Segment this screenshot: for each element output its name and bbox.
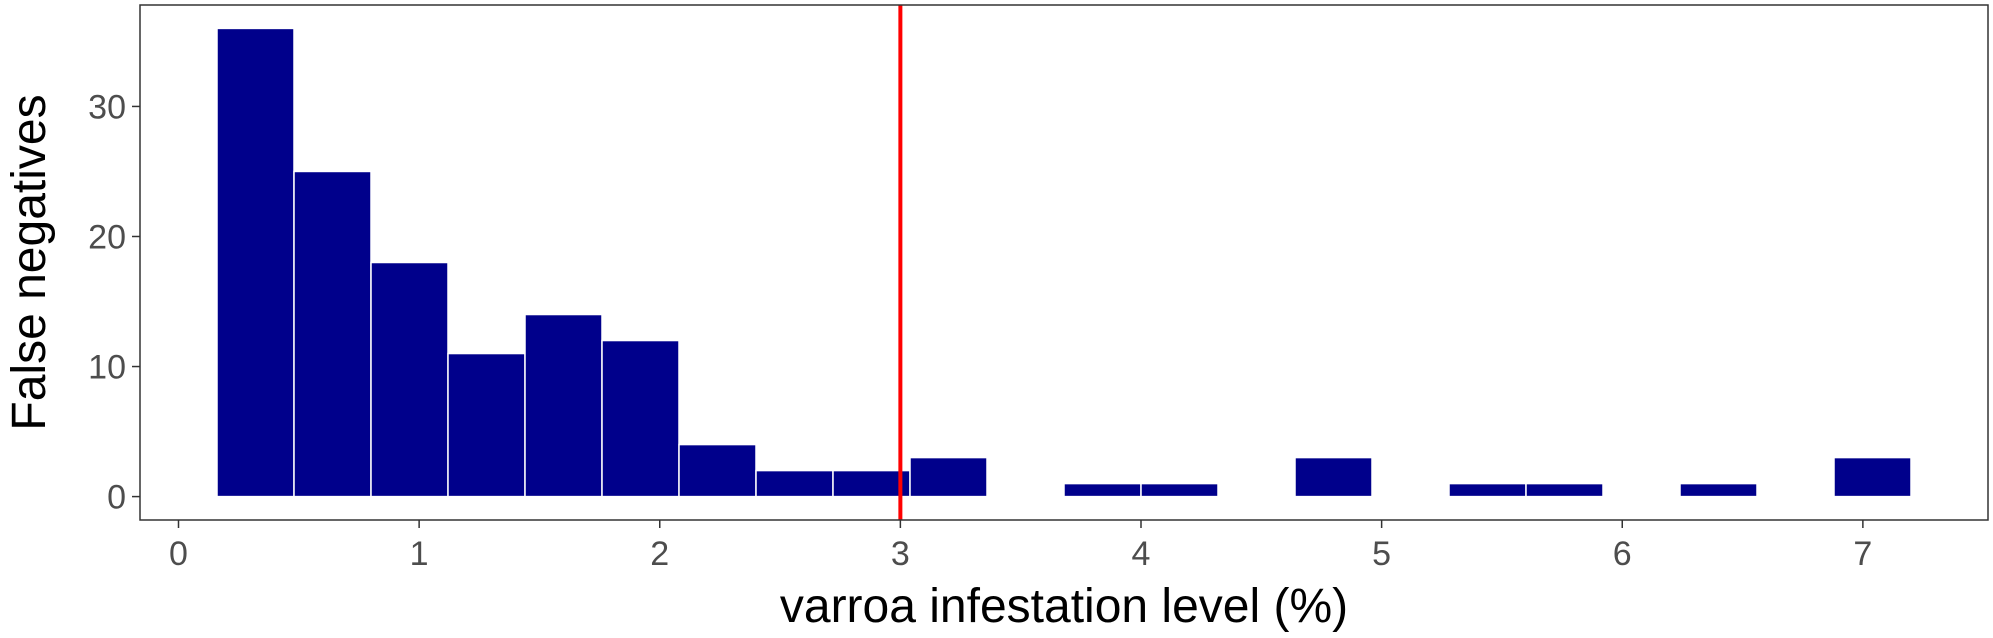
histogram-bar xyxy=(909,456,988,498)
plot-panel-border xyxy=(139,4,1989,521)
x-tick-label: 7 xyxy=(1853,535,1872,573)
histogram-bar xyxy=(1140,482,1219,498)
bars-group xyxy=(216,27,1912,498)
histogram-bar xyxy=(1525,482,1604,498)
x-tick-label: 2 xyxy=(650,535,669,573)
histogram-bar xyxy=(755,469,834,498)
histogram-bar xyxy=(524,313,603,498)
y-axis: 0 10 20 30 xyxy=(88,88,140,517)
histogram-bar xyxy=(678,443,757,498)
histogram-bar xyxy=(1294,456,1373,498)
histogram-bar xyxy=(1448,482,1527,498)
x-tick-label: 5 xyxy=(1372,535,1391,573)
histogram-bar xyxy=(216,27,295,498)
y-tick-label: 0 xyxy=(107,479,126,517)
histogram-bar xyxy=(1063,482,1142,498)
histogram-bar xyxy=(293,170,372,498)
y-axis-title: False negatives xyxy=(3,94,56,430)
x-tick-label: 0 xyxy=(169,535,188,573)
y-tick-label: 20 xyxy=(88,218,126,256)
histogram-bar xyxy=(447,352,526,498)
x-axis-title: varroa infestation level (%) xyxy=(780,580,1348,633)
x-tick-label: 4 xyxy=(1132,535,1151,573)
x-tick-label: 3 xyxy=(891,535,910,573)
x-tick-label: 6 xyxy=(1613,535,1632,573)
x-tick-label: 1 xyxy=(410,535,429,573)
histogram-bar xyxy=(1679,482,1758,498)
histogram-bar xyxy=(601,339,680,498)
x-axis: 0 1 2 3 4 5 6 7 xyxy=(169,520,1872,573)
y-tick-label: 30 xyxy=(88,88,126,126)
histogram-bar xyxy=(1833,456,1912,498)
histogram-bar xyxy=(832,469,911,498)
y-tick-label: 10 xyxy=(88,349,126,387)
histogram-bar xyxy=(370,261,449,498)
